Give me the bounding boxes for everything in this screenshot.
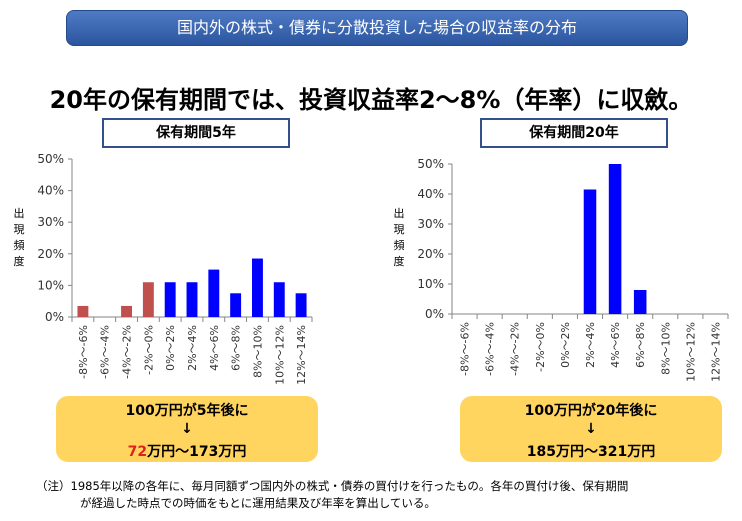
y-tick-label: 20% (37, 247, 64, 261)
y-axis-label-char: 頻 (13, 239, 25, 252)
histogram-5y: 0% 10% 20% 30% 40% 50% -8%～-6% -6%～-4% -4%～-2% -2… (37, 152, 313, 385)
x-tick-label: -4%～-2% (121, 325, 134, 379)
x-tick-label: -8%～-6% (459, 322, 472, 376)
y-tick-label: 10% (417, 277, 444, 291)
callout-range-min: 72 (127, 444, 148, 460)
x-tick-label: -6%～-4% (484, 322, 497, 376)
callout-range: 185万円～321万円 (460, 441, 722, 461)
headline: 20年の保有期間では、投資収益率2～8%（年率）に収斂。 (49, 86, 693, 114)
bar (273, 282, 285, 317)
y-tick-label: 30% (37, 215, 64, 229)
callout-20y: 100万円が20年後に ↓ 185万円～321万円 (460, 396, 722, 462)
bar (633, 290, 647, 314)
callout-range-rest: 万円～173万円 (147, 444, 247, 460)
y-tick-label: 50% (417, 157, 444, 171)
x-tick-label: 4%～6% (609, 322, 622, 368)
y-tick-label: 0% (425, 307, 444, 321)
y-axis-label-char: 度 (13, 255, 25, 268)
y-tick-label: 20% (417, 247, 444, 261)
bar (608, 164, 622, 314)
footnote: （注）1985年以降の各年に、毎月同額ずつ国内外の株式・債券の買付けを行ったもの… (36, 478, 736, 512)
x-tick-label: 8%～10% (251, 325, 264, 378)
x-tick-label: -2%～0% (534, 322, 547, 372)
y-axis-label-char: 出 (393, 207, 405, 220)
bar (230, 293, 242, 317)
callout-5y: 100万円が5年後に ↓ 72万円～173万円 (56, 396, 318, 462)
panel-title-20y: 保有期間20年 (480, 118, 668, 148)
bar (583, 189, 597, 314)
bar (142, 282, 154, 317)
x-tick-label: 10%～12% (684, 322, 697, 382)
y-axis-label-char: 度 (393, 255, 405, 268)
x-tick-label: -4%～-2% (509, 322, 522, 376)
x-tick-label: 2%～4% (186, 325, 199, 371)
histogram-20y: 0% 10% 20% 30% 40% 50% -8%～-6% -6%～-4% -4%～-2% -2… (417, 157, 729, 382)
bar (121, 305, 132, 317)
x-tick-label: 6%～8% (230, 325, 243, 371)
callout-text: 100万円が20年後に (524, 403, 658, 419)
y-tick-label: 40% (37, 184, 64, 198)
callout-range-rest: 185万円～321万円 (526, 444, 656, 460)
x-tick-label: 10%～12% (273, 325, 286, 385)
x-tick-label: 12%～14% (295, 325, 308, 385)
bar (295, 293, 307, 317)
x-tick-label: 12%～14% (709, 322, 722, 382)
callout-text: 100万円が5年後に (125, 403, 249, 419)
y-tick-label: 50% (37, 152, 64, 166)
bar (164, 282, 176, 317)
x-tick-label: 6%～8% (634, 322, 647, 368)
panel-title-5y: 保有期間5年 (102, 118, 290, 148)
y-tick-label: 30% (417, 217, 444, 231)
y-tick-label: 40% (417, 187, 444, 201)
footnote-line: （注）1985年以降の各年に、毎月同額ずつ国内外の株式・債券の買付けを行ったもの… (36, 479, 629, 493)
bar (252, 258, 263, 317)
x-tick-label: 0%～2% (559, 322, 572, 368)
x-tick-label: 8%～10% (659, 322, 672, 375)
x-tick-label: -6%～-4% (99, 325, 112, 379)
y-axis-label-char: 頻 (393, 239, 405, 252)
x-tick-label: 0%～2% (164, 325, 177, 371)
x-tick-label: 2%～4% (584, 322, 597, 368)
bar (77, 305, 89, 317)
y-axis-label: 出現頻度 (392, 206, 406, 270)
y-tick-label: 10% (37, 278, 64, 292)
y-tick-label: 0% (45, 310, 64, 324)
down-arrow-icon: ↓ (181, 421, 193, 437)
x-tick-label: 4%～6% (208, 325, 221, 371)
bar (208, 269, 220, 317)
down-arrow-icon: ↓ (585, 421, 597, 437)
y-axis-label-char: 現 (13, 223, 25, 236)
y-axis-label-char: 現 (393, 223, 405, 236)
y-axis-label-char: 出 (13, 207, 25, 220)
callout-range: 72万円～173万円 (56, 441, 318, 461)
x-tick-label: -8%～-6% (77, 325, 90, 379)
footnote-line: が経過した時点での時価をもとに運用結果及び年率を算出している。 (80, 496, 436, 510)
x-tick-label: -2%～0% (142, 325, 155, 375)
title-banner: 国内外の株式・債券に分散投資した場合の収益率の分布 (66, 10, 688, 46)
y-axis-label: 出現頻度 (12, 206, 26, 270)
bar (186, 282, 198, 317)
